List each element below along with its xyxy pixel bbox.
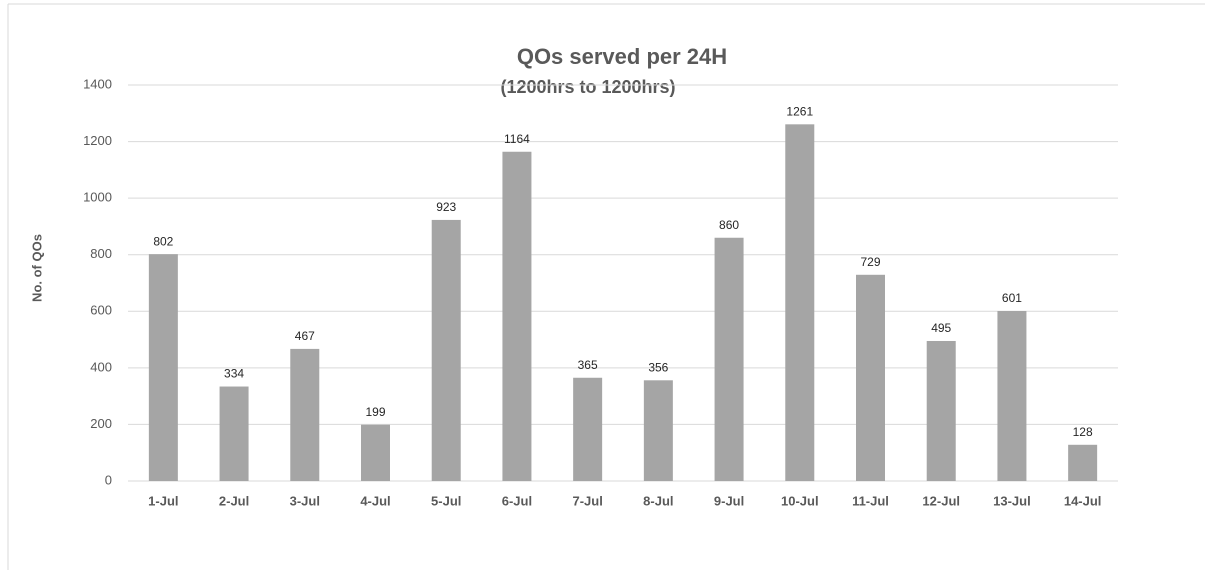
data-label: 1164 (504, 132, 530, 146)
data-label: 334 (224, 367, 244, 381)
y-tick-label: 400 (90, 359, 112, 374)
data-label: 495 (931, 321, 951, 335)
x-tick-label: 9-Jul (714, 493, 744, 508)
x-tick-label: 4-Jul (360, 493, 390, 508)
bar (290, 348, 320, 481)
data-label: 365 (578, 358, 598, 372)
y-tick-label: 1400 (83, 76, 112, 91)
x-tick-label: 7-Jul (572, 493, 602, 508)
y-tick-label: 800 (90, 246, 112, 261)
data-label: 1261 (786, 104, 813, 118)
bar (219, 386, 249, 481)
x-tick-label: 8-Jul (643, 493, 673, 508)
bar (856, 274, 885, 481)
chart-title: QOs served per 24H (517, 44, 727, 69)
bar (926, 340, 956, 481)
data-label: 601 (1002, 291, 1022, 305)
x-tick-label: 10-Jul (781, 493, 819, 508)
x-tick-label: 12-Jul (922, 493, 960, 508)
x-tick-label: 13-Jul (993, 493, 1031, 508)
x-tick-label: 14-Jul (1064, 493, 1102, 508)
x-tick-label: 5-Jul (431, 493, 461, 508)
data-label: 802 (153, 234, 173, 248)
data-label: 923 (436, 200, 456, 214)
y-tick-label: 600 (90, 303, 112, 318)
bar (361, 424, 390, 481)
x-tick-label: 1-Jul (148, 493, 178, 508)
chart-subtitle: (1200hrs to 1200hrs) (500, 77, 675, 97)
x-tick-label: 3-Jul (290, 493, 320, 508)
bar (573, 377, 603, 481)
bar (1068, 444, 1098, 481)
bar (785, 124, 815, 482)
y-tick-label: 0 (105, 472, 112, 487)
data-label: 199 (365, 405, 385, 419)
y-tick-label: 200 (90, 416, 112, 431)
bar (431, 219, 461, 481)
x-tick-label: 6-Jul (502, 493, 532, 508)
data-label: 356 (648, 360, 668, 374)
data-label: 467 (295, 329, 315, 343)
x-tick-label: 11-Jul (852, 493, 889, 508)
bar (148, 254, 178, 481)
y-tick-label: 1200 (83, 133, 112, 148)
data-label: 729 (860, 255, 880, 269)
bar (997, 311, 1027, 481)
data-label: 128 (1073, 425, 1093, 439)
x-tick-label: 2-Jul (219, 493, 249, 508)
bar (714, 237, 744, 481)
y-tick-label: 1000 (83, 190, 112, 205)
data-label: 860 (719, 218, 739, 232)
y-axis-label: No. of QOs (29, 234, 44, 302)
bar (502, 151, 532, 482)
bar (643, 380, 673, 481)
